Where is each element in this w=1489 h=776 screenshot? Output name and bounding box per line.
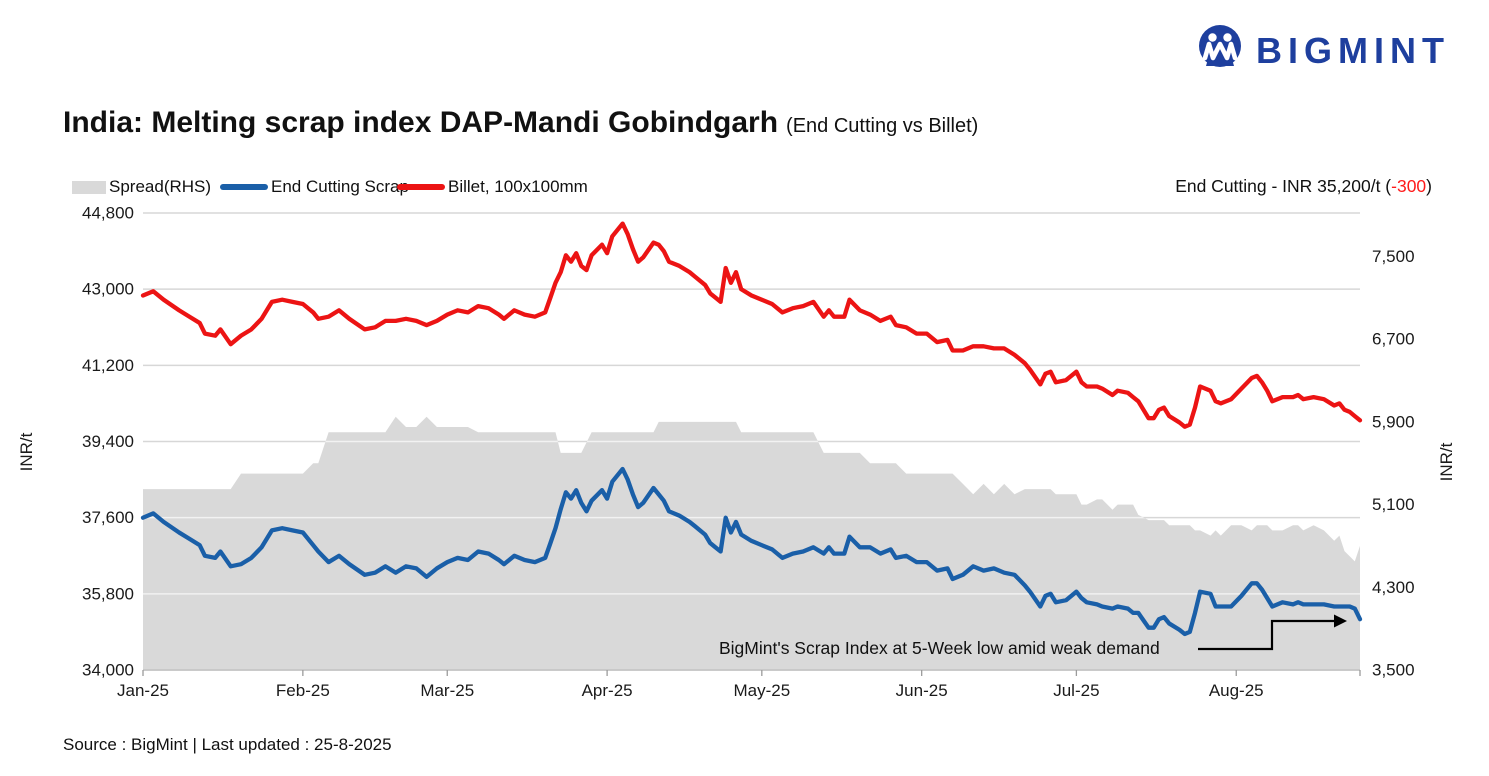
source-note: Source : BigMint | Last updated : 25-8-2… — [63, 735, 392, 754]
right-axis-tick-label: 5,900 — [1372, 412, 1415, 431]
left-axis-title: INR/t — [17, 432, 36, 471]
legend-label-scrap: End Cutting Scrap — [271, 177, 409, 196]
annotation-arrow — [1198, 619, 1334, 651]
left-axis-tick-label: 39,400 — [82, 432, 134, 451]
spread-area — [143, 416, 1360, 670]
legend-item-billet: Billet, 100x100mm — [397, 176, 588, 198]
left-axis-tick-label: 44,800 — [82, 204, 134, 223]
chart-title-sub: (End Cutting vs Billet) — [786, 115, 979, 137]
left-axis-tick-label: 37,600 — [82, 508, 134, 527]
annotation-text: BigMint's Scrap Index at 5-Week low amid… — [719, 638, 1160, 658]
right-axis-tick-label: 7,500 — [1372, 247, 1415, 266]
right-axis-title: INR/t — [1437, 442, 1456, 481]
billet-line — [140, 221, 1363, 429]
right-axis-tick-label: 6,700 — [1372, 330, 1415, 349]
legend-item-spread: Spread(RHS) — [72, 176, 211, 198]
chart-title: India: Melting scrap index DAP-Mandi Gob… — [63, 106, 978, 140]
x-axis-month-label: Jun-25 — [896, 681, 948, 700]
x-axis-month-label: Aug-25 — [1209, 681, 1264, 700]
x-axis-month-label: Jul-25 — [1053, 681, 1099, 700]
x-axis-month-label: Apr-25 — [582, 681, 633, 700]
x-axis-month-label: Jan-25 — [117, 681, 169, 700]
legend-label-spread: Spread(RHS) — [109, 177, 212, 196]
right-axis-tick-label: 5,100 — [1372, 495, 1415, 514]
x-axis-month-label: Feb-25 — [276, 681, 330, 700]
bigmint-logo-icon — [1196, 24, 1244, 77]
left-axis-tick-label: 35,800 — [82, 584, 134, 603]
scrap-swatch — [220, 184, 268, 190]
callout-suffix: ) — [1426, 176, 1432, 196]
callout-change: -300 — [1391, 176, 1427, 196]
right-axis-tick-label: 3,500 — [1372, 661, 1415, 680]
left-axis-tick-label: 41,200 — [82, 356, 134, 375]
legend-item-scrap: End Cutting Scrap — [220, 176, 409, 198]
bigmint-logo-text: BIGMINT — [1256, 29, 1450, 71]
x-axis-month-label: Mar-25 — [420, 681, 474, 700]
latest-value-callout: End Cutting - INR 35,200/t (-300) — [1175, 176, 1432, 197]
bigmint-logo: BIGMINT — [1196, 24, 1450, 77]
legend-label-billet: Billet, 100x100mm — [448, 177, 588, 196]
chart-title-main: India: Melting scrap index DAP-Mandi Gob… — [63, 106, 779, 139]
left-axis-tick-label: 43,000 — [82, 280, 134, 299]
annotation-arrowhead — [1334, 614, 1347, 628]
x-axis-month-label: May-25 — [733, 681, 790, 700]
left-axis-tick-label: 34,000 — [82, 661, 134, 680]
right-axis-tick-label: 4,300 — [1372, 578, 1415, 597]
spread-swatch — [72, 180, 106, 194]
billet-swatch — [397, 184, 445, 190]
scrap-line — [140, 466, 1363, 637]
callout-prefix: End Cutting - INR 35,200/t ( — [1175, 176, 1392, 196]
